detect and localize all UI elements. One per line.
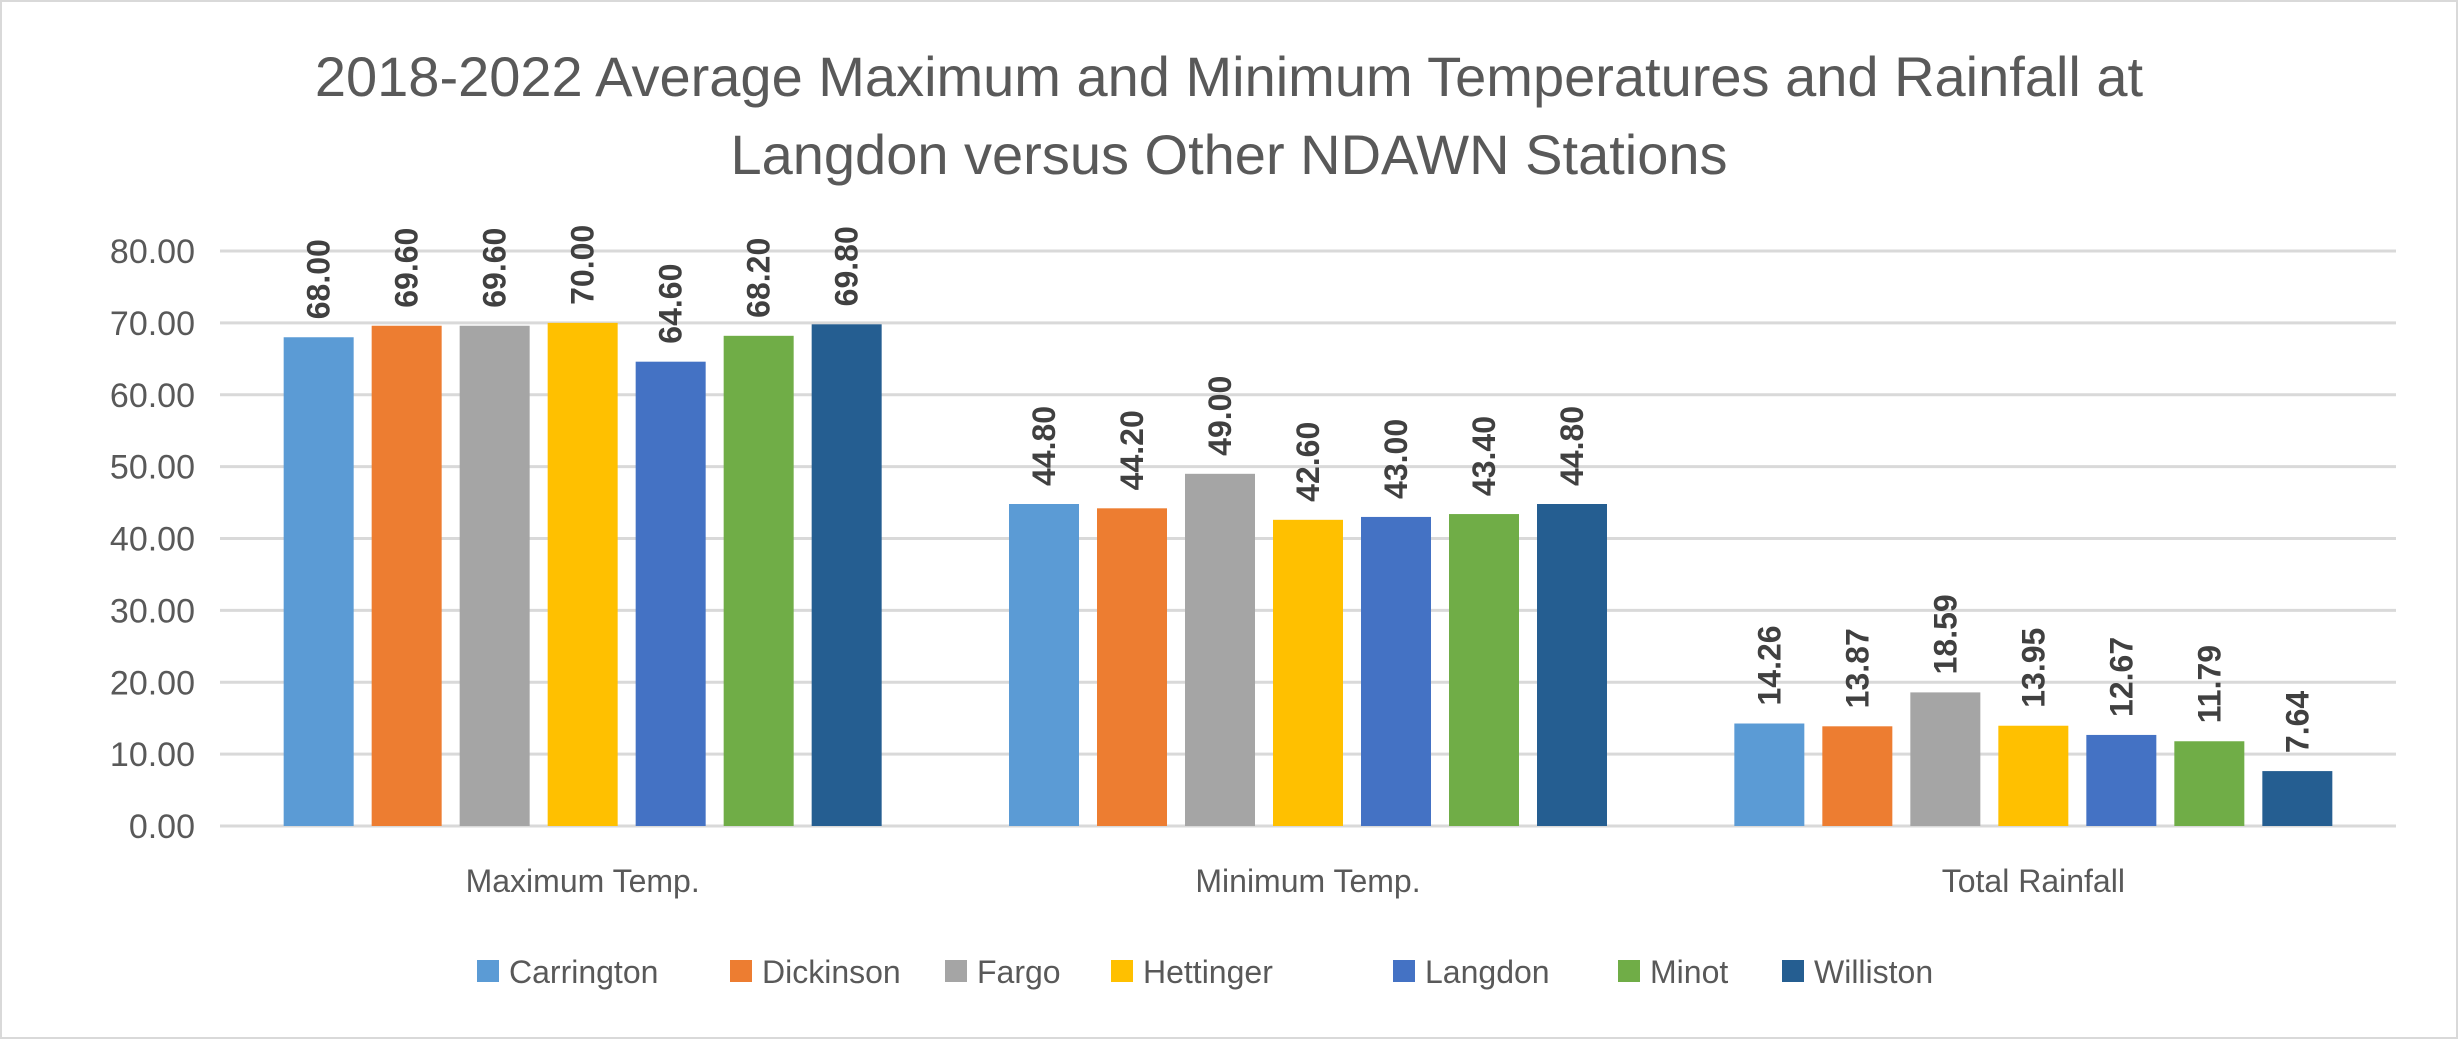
bar-williston xyxy=(2262,771,2333,826)
bar-hettinger xyxy=(1273,519,1343,826)
legend-swatch xyxy=(1393,960,1415,982)
data-label: 69.60 xyxy=(477,228,513,308)
bar-dickinson xyxy=(371,325,442,826)
bar-hettinger xyxy=(547,322,618,826)
category-label: Minimum Temp. xyxy=(1195,863,1420,899)
y-tick-label: 30.00 xyxy=(110,592,195,630)
data-label: 18.59 xyxy=(1927,594,1963,674)
legend-item-minot: Minot xyxy=(1618,954,1728,990)
data-label: 11.79 xyxy=(2191,645,2227,723)
bar-hettinger xyxy=(1998,725,2069,826)
data-label: 13.95 xyxy=(2015,628,2051,708)
bar-williston xyxy=(811,324,882,826)
y-tick-label: 70.00 xyxy=(110,305,195,343)
legend-label: Hettinger xyxy=(1143,954,1273,990)
bar-minot xyxy=(723,335,794,826)
legend-swatch xyxy=(1782,960,1804,982)
legend-swatch xyxy=(1618,960,1640,982)
data-label: 70.00 xyxy=(565,225,601,305)
y-tick-label: 20.00 xyxy=(110,664,195,702)
chart-title-line-2: Langdon versus Other NDAWN Stations xyxy=(730,123,1727,186)
y-tick-label: 60.00 xyxy=(110,377,195,415)
bar-langdon xyxy=(635,361,706,826)
data-label: 43.40 xyxy=(1466,416,1502,496)
data-label: 43.00 xyxy=(1378,419,1414,499)
data-label: 7.64 xyxy=(2279,691,2315,753)
bar-fargo xyxy=(1185,473,1255,826)
chart-title-line-1: 2018-2022 Average Maximum and Minimum Te… xyxy=(315,45,2144,108)
bar-williston xyxy=(1537,504,1607,826)
legend-item-hettinger: Hettinger xyxy=(1111,954,1273,990)
legend-item-langdon: Langdon xyxy=(1393,954,1550,990)
legend-swatch xyxy=(477,960,499,982)
y-tick-label: 40.00 xyxy=(110,521,195,559)
y-tick-label: 10.00 xyxy=(110,736,195,774)
legend-item-williston: Williston xyxy=(1782,954,1933,990)
category-label: Maximum Temp. xyxy=(466,863,700,899)
bar-minot xyxy=(2174,741,2245,826)
bar-fargo xyxy=(1910,692,1981,826)
bar-carrington xyxy=(1009,504,1079,826)
bar-langdon xyxy=(2086,734,2157,826)
legend-label: Langdon xyxy=(1425,954,1550,990)
y-tick-label: 0.00 xyxy=(129,808,195,846)
legend-label: Dickinson xyxy=(762,954,901,990)
legend-item-fargo: Fargo xyxy=(945,954,1061,990)
legend-swatch xyxy=(945,960,967,982)
legend-item-carrington: Carrington xyxy=(477,954,658,990)
data-label: 14.26 xyxy=(1751,625,1787,705)
data-label: 68.00 xyxy=(301,239,337,319)
legend-item-dickinson: Dickinson xyxy=(730,954,901,990)
y-tick-label: 80.00 xyxy=(110,233,195,271)
data-label: 12.67 xyxy=(2103,637,2139,717)
legend-swatch xyxy=(730,960,752,982)
data-label: 64.60 xyxy=(653,264,689,344)
data-label: 68.20 xyxy=(741,238,777,318)
bar-minot xyxy=(1449,514,1519,826)
legend-label: Carrington xyxy=(509,954,658,990)
data-label: 13.87 xyxy=(1839,628,1875,708)
y-tick-label: 50.00 xyxy=(110,449,195,487)
bar-dickinson xyxy=(1822,726,1893,826)
data-label: 42.60 xyxy=(1290,422,1326,502)
bar-fargo xyxy=(459,325,530,826)
data-label: 44.20 xyxy=(1114,410,1150,490)
data-label: 44.80 xyxy=(1026,406,1062,486)
legend-label: Minot xyxy=(1650,954,1728,990)
data-label: 44.80 xyxy=(1554,406,1590,486)
legend-swatch xyxy=(1111,960,1133,982)
bar-carrington xyxy=(1734,723,1805,826)
legend-label: Williston xyxy=(1814,954,1933,990)
legend-label: Fargo xyxy=(977,954,1061,990)
bar-langdon xyxy=(1361,516,1431,826)
category-label: Total Rainfall xyxy=(1942,863,2125,899)
data-label: 69.80 xyxy=(829,226,865,306)
data-label: 49.00 xyxy=(1202,376,1238,456)
data-label: 69.60 xyxy=(389,228,425,308)
bar-carrington xyxy=(283,337,354,826)
bar-dickinson xyxy=(1097,508,1167,826)
